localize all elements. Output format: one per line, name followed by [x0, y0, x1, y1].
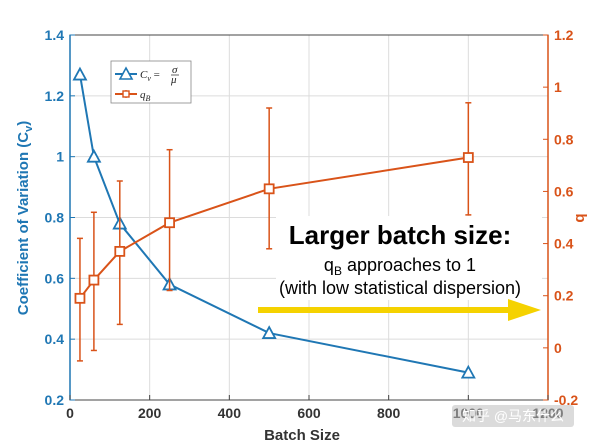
- right-tick-label: 1.2: [554, 27, 574, 43]
- watermark-text: 知乎 @马东什么: [462, 408, 564, 424]
- annotation-line-1: qB approaches to 1: [324, 255, 476, 278]
- legend-box: [110, 60, 192, 104]
- axes: 0200400600800100012000.20.40.60.811.21.4…: [45, 27, 579, 421]
- legend-label-cv: Cv =: [140, 69, 160, 83]
- left-tick-label: 0.4: [45, 331, 65, 347]
- x-tick-label: 800: [377, 405, 401, 421]
- legend-square-icon: [122, 90, 130, 98]
- left-tick-label: 1.4: [45, 27, 65, 43]
- annotation-arrow-shaft: [258, 307, 511, 313]
- qb-point: [114, 245, 126, 257]
- left-tick-label: 1.2: [45, 88, 65, 104]
- qb-point: [462, 152, 474, 163]
- cv-series-line: [78, 74, 469, 374]
- x-tick-label: 0: [66, 405, 74, 421]
- annotation-background: [276, 216, 542, 300]
- qb-point: [88, 274, 100, 286]
- left-axis-title: Coefficient of Variation (Cv): [15, 121, 35, 315]
- left-tick-label: 0.2: [45, 392, 65, 408]
- data-series: [72, 66, 476, 379]
- right-axis-title: q: [571, 213, 588, 222]
- right-tick-label: 0.6: [554, 183, 574, 199]
- x-tick-label: 400: [218, 405, 242, 421]
- x-tick-label: 600: [297, 405, 321, 421]
- annotation: Larger batch size: qB approaches to 1 (w…: [258, 216, 542, 321]
- right-tick-label: 1: [554, 79, 562, 95]
- right-tick-label: -0.2: [554, 392, 578, 408]
- right-tick-label: 0.4: [554, 236, 574, 252]
- watermark-background: [452, 405, 574, 427]
- right-tick-label: 0.2: [554, 288, 574, 304]
- legend-triangle-icon: [118, 66, 134, 80]
- cv-point: [261, 325, 277, 339]
- legend-frac-num: σ: [172, 64, 178, 76]
- cv-point: [460, 364, 476, 379]
- annotation-arrow-head: [508, 299, 541, 321]
- annotation-title: Larger batch size:: [289, 220, 512, 250]
- cv-point: [72, 66, 88, 81]
- left-tick-label: 0.6: [45, 270, 65, 286]
- x-tick-label: 200: [138, 405, 162, 421]
- annotation-line-2: (with low statistical dispersion): [279, 278, 521, 298]
- legend: Cv = σ μ qB: [110, 60, 192, 104]
- qb-point: [164, 217, 175, 229]
- legend-frac-den: μ: [170, 74, 177, 86]
- right-tick-label: 0.8: [554, 131, 574, 147]
- cv-point: [86, 148, 102, 163]
- left-tick-label: 0.8: [45, 210, 65, 226]
- qb-point: [263, 183, 275, 195]
- qb-point: [74, 292, 86, 304]
- legend-label-qb: qB: [140, 89, 151, 103]
- right-tick-label: 0: [554, 340, 562, 356]
- left-tick-label: 1: [56, 149, 64, 165]
- x-axis-title: Batch Size: [264, 427, 340, 444]
